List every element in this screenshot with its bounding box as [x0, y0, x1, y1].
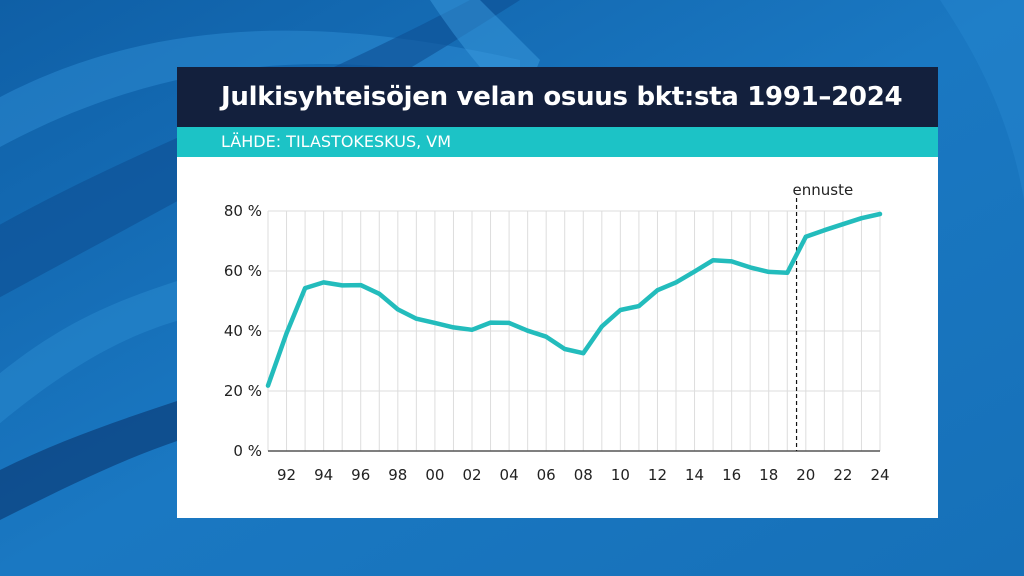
data-point [488, 320, 493, 325]
data-point [878, 212, 882, 216]
x-tick-label: 92 [277, 466, 296, 484]
data-point [340, 283, 345, 288]
data-point [840, 222, 845, 227]
data-point [414, 316, 419, 321]
data-point [432, 320, 437, 325]
x-tick-label: 14 [685, 466, 704, 484]
chart-source: LÄHDE: TILASTOKESKUS, VM [177, 127, 938, 157]
y-tick-label: 0 % [233, 442, 262, 460]
y-tick-label: 40 % [224, 322, 262, 340]
data-point [618, 308, 623, 312]
forecast-label: ennuste [793, 181, 854, 199]
data-point [284, 331, 289, 336]
data-point [803, 234, 808, 239]
x-axis-labels: 92 94 96 98 00 02 04 06 08 10 12 14 16 18 20 22 24 [277, 466, 890, 484]
chart-card: Julkisyhteisöjen velan osuus bkt:sta 199… [177, 67, 938, 518]
data-point [766, 269, 771, 274]
series-layer [265, 211, 883, 388]
x-tick-label: 00 [425, 466, 444, 484]
x-tick-label: 08 [574, 466, 593, 484]
data-point [358, 283, 363, 288]
data-point [544, 334, 549, 339]
annotation-layer: ennuste [793, 181, 854, 451]
x-tick-label: 06 [537, 466, 556, 484]
data-point [525, 328, 530, 333]
y-tick-label: 80 % [224, 202, 262, 220]
data-point [599, 324, 604, 329]
data-point [321, 280, 326, 285]
data-point [655, 288, 660, 293]
x-tick-label: 10 [611, 466, 630, 484]
chart-title: Julkisyhteisöjen velan osuus bkt:sta 199… [177, 67, 938, 127]
data-point [377, 291, 382, 296]
x-tick-label: 18 [759, 466, 778, 484]
x-tick-label: 22 [833, 466, 852, 484]
data-point [859, 216, 864, 221]
y-tick-label: 60 % [224, 262, 262, 280]
x-tick-label: 24 [870, 466, 889, 484]
data-point [470, 327, 474, 332]
data-point [729, 259, 734, 264]
data-point [636, 304, 641, 309]
data-point [785, 270, 790, 275]
data-point [822, 228, 827, 233]
data-point [562, 347, 567, 351]
data-point [451, 325, 456, 330]
data-point [395, 307, 400, 312]
data-point [711, 258, 716, 263]
x-tick-label: 16 [722, 466, 741, 484]
data-point [507, 320, 512, 325]
data-point [581, 351, 586, 356]
series-line [265, 211, 883, 388]
x-tick-label: 94 [314, 466, 333, 484]
x-tick-label: 02 [462, 466, 481, 484]
y-axis-labels: 0 % 20 % 40 % 60 % 80 % [224, 202, 262, 460]
x-tick-label: 12 [648, 466, 667, 484]
x-tick-label: 98 [388, 466, 407, 484]
x-tick-label: 04 [500, 466, 519, 484]
data-point [674, 280, 678, 285]
line-chart: ennuste 0 % 20 % 40 % 60 % 80 % 92 94 96 98 00 02… [224, 181, 890, 484]
data-point [692, 269, 697, 274]
x-tick-label: 20 [796, 466, 815, 484]
data-point [266, 383, 270, 388]
data-point [303, 286, 308, 291]
x-tick-label: 96 [351, 466, 370, 484]
y-tick-label: 20 % [224, 382, 262, 400]
grid-layer [267, 210, 881, 452]
data-point [748, 265, 753, 270]
